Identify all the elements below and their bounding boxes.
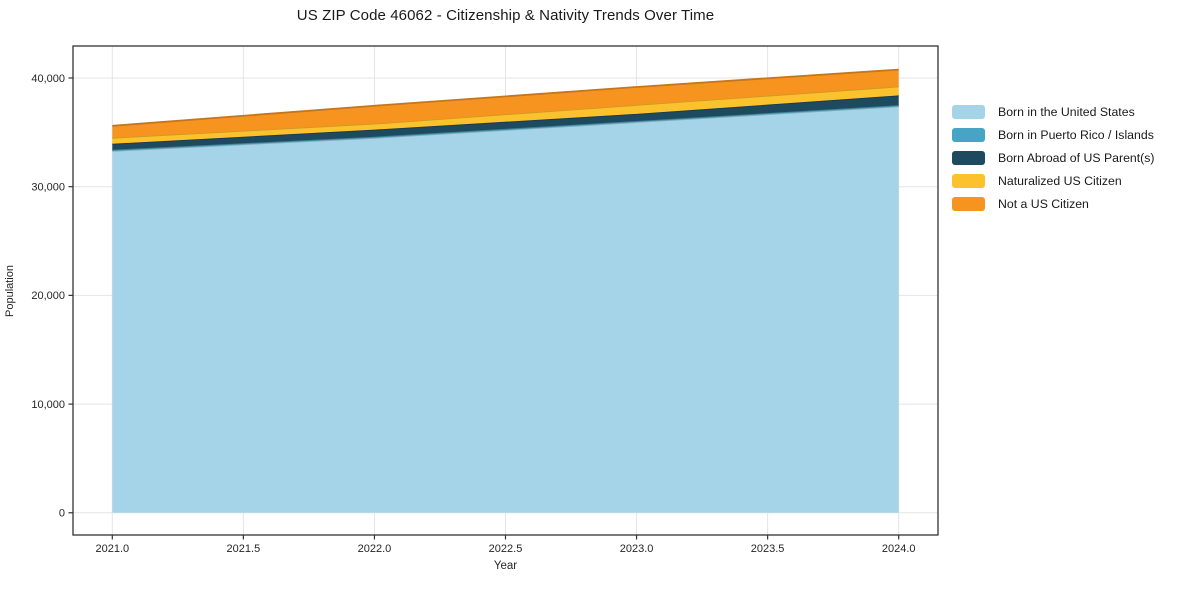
- x-tick-label: 2022.5: [489, 543, 523, 555]
- area-top-edge-not-a-us-citizen: [112, 68, 899, 127]
- x-tick-label: 2023.5: [751, 543, 785, 555]
- legend-label: Born in the United States: [998, 105, 1135, 119]
- x-tick-label: 2024.0: [882, 543, 916, 555]
- legend-swatch-icon: [952, 174, 985, 188]
- legend-item-born-in-the-united-states: Born in the United States: [952, 103, 1155, 121]
- legend-swatch-icon: [952, 128, 985, 142]
- legend-label: Not a US Citizen: [998, 197, 1089, 211]
- x-tick-label: 2021.5: [227, 543, 261, 555]
- y-tick-label: 20,000: [31, 290, 65, 302]
- legend-swatch-icon: [952, 151, 985, 165]
- y-tick-label: 10,000: [31, 399, 65, 411]
- legend-item-naturalized-us-citizen: Naturalized US Citizen: [952, 172, 1155, 190]
- legend-item-born-abroad-of-us-parent-s: Born Abroad of US Parent(s): [952, 149, 1155, 167]
- y-tick-label: 30,000: [31, 182, 65, 194]
- area-born-in-the-united-states: [112, 106, 899, 513]
- x-tick-label: 2022.0: [358, 543, 392, 555]
- legend-label: Naturalized US Citizen: [998, 174, 1122, 188]
- area-not-a-us-citizen: [112, 69, 899, 138]
- legend-swatch-icon: [952, 105, 985, 119]
- legend: Born in the United States Born in Puerto …: [952, 103, 1155, 213]
- y-tick-label: 40,000: [31, 73, 65, 85]
- legend-item-not-a-us-citizen: Not a US Citizen: [952, 195, 1155, 213]
- legend-swatch-icon: [952, 197, 985, 211]
- x-tick-label: 2021.0: [95, 543, 129, 555]
- legend-item-born-in-puerto-rico-islands: Born in Puerto Rico / Islands: [952, 126, 1155, 144]
- y-tick-label: 0: [59, 508, 65, 520]
- x-tick-label: 2023.0: [620, 543, 654, 555]
- x-axis-label: Year: [493, 560, 518, 572]
- y-axis-label: Population: [4, 265, 16, 317]
- legend-label: Born Abroad of US Parent(s): [998, 151, 1155, 165]
- chart-title: US ZIP Code 46062 - Citizenship & Nativi…: [296, 7, 715, 24]
- legend-label: Born in Puerto Rico / Islands: [998, 128, 1154, 142]
